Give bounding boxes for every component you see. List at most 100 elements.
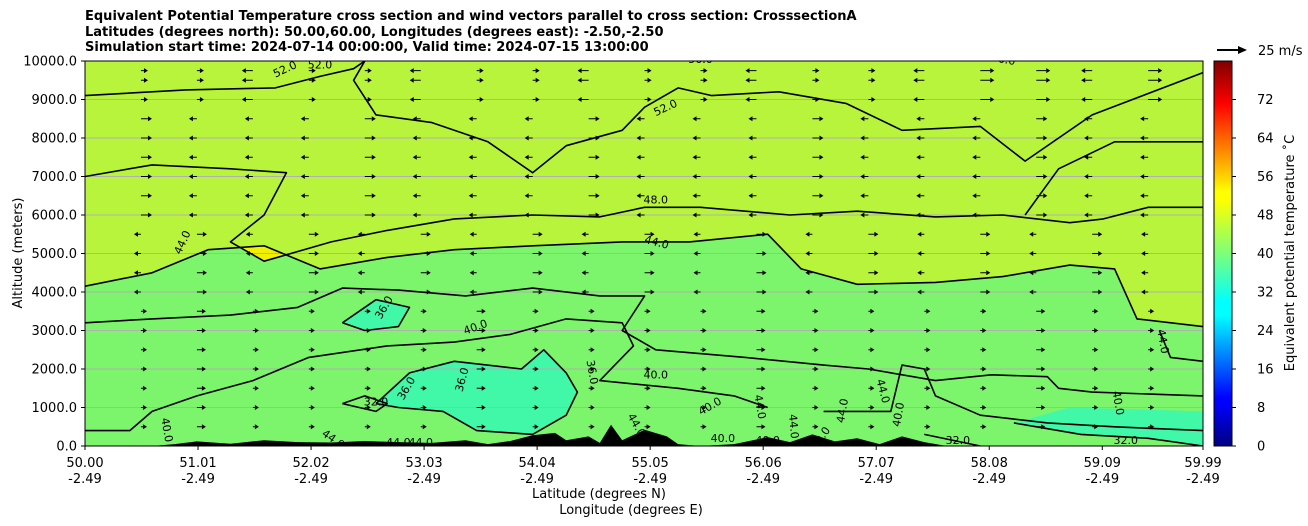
colorbar-tick-label: 72 — [1257, 93, 1274, 108]
wind-arrow — [476, 424, 486, 430]
wind-arrow — [748, 154, 757, 160]
wind-arrow — [532, 385, 539, 391]
wind-arrow — [644, 289, 655, 295]
contour-label: 44.0 — [874, 378, 893, 405]
wind-arrow — [420, 270, 431, 276]
wind-arrow — [252, 308, 259, 314]
wind-arrow — [357, 270, 365, 276]
wind-arrow — [412, 174, 421, 179]
wind-arrow — [1036, 212, 1048, 218]
wind-arrow — [1148, 308, 1155, 314]
wind-arrow — [364, 193, 376, 199]
wind-arrow — [972, 212, 981, 218]
wind-arrow — [868, 270, 879, 276]
wind-arrow — [1140, 154, 1149, 160]
wind-arrow — [364, 135, 376, 141]
wind-arrow — [469, 270, 477, 276]
wind-arrow — [692, 154, 701, 160]
contour-label: 40.0 — [158, 417, 175, 443]
wind-arrow — [252, 424, 259, 430]
wind-arrow — [636, 212, 645, 218]
wind-arrow — [1092, 289, 1103, 295]
y-axis: 0.0 1000.0 2000.0 3000.0 4000.0 5000.0 6000.0 7… — [23, 55, 85, 455]
wind-arrow — [1084, 193, 1093, 199]
wind-arrow — [980, 231, 991, 237]
wind-arrow — [364, 347, 371, 353]
wind-arrow — [812, 308, 819, 314]
wind-arrow — [692, 212, 701, 218]
wind-arrow — [917, 251, 925, 256]
colorbar-tick-label: 24 — [1257, 324, 1274, 339]
wind-arrow — [980, 289, 991, 295]
wind-arrow — [532, 328, 539, 333]
wind-arrow — [188, 193, 197, 199]
wind-arrow — [692, 116, 701, 122]
wind-arrow — [812, 212, 824, 218]
wind-arrow — [420, 347, 427, 353]
wind-arrow — [805, 251, 813, 256]
wind-arrow — [588, 212, 600, 218]
wind-arrow — [868, 424, 875, 430]
wind-arrow — [700, 308, 707, 314]
wind-arrow — [644, 366, 651, 372]
x-tick-label-lat: 55.05 — [632, 456, 669, 471]
wind-arrow — [916, 212, 925, 218]
wind-arrow — [532, 231, 543, 237]
wind-arrow — [420, 366, 427, 372]
wind-arrow — [241, 97, 253, 102]
wind-arrow — [588, 193, 600, 199]
wind-arrow — [1140, 174, 1149, 179]
wind-arrow — [1081, 77, 1093, 83]
wind-arrow — [420, 251, 431, 256]
wind-arrow — [469, 231, 477, 237]
wind-arrow — [364, 154, 376, 160]
wind-arrow — [924, 424, 931, 430]
wind-arrow — [700, 347, 707, 353]
wind-arrow — [1084, 154, 1093, 160]
wind-arrow — [1141, 289, 1149, 295]
wind-arrow — [972, 154, 981, 160]
wind-arrow — [1140, 193, 1149, 199]
wind-arrow — [364, 405, 371, 410]
wind-arrow — [1029, 251, 1037, 256]
wind-arrow — [1092, 424, 1099, 430]
contour-label: 40.0 — [755, 434, 780, 447]
wind-arrow — [980, 405, 987, 410]
wind-arrow — [476, 366, 486, 372]
wind-arrow — [1140, 135, 1149, 141]
wind-arrow — [812, 77, 820, 83]
wind-arrow — [524, 174, 533, 179]
wind-arrow — [805, 289, 813, 295]
wind-arrow — [420, 424, 427, 430]
wind-arrow — [636, 116, 645, 122]
wind-arrow — [700, 328, 707, 333]
wind-arrow — [532, 308, 539, 314]
wind-arrow — [588, 116, 600, 122]
wind-arrow — [577, 77, 589, 83]
wind-arrow — [868, 385, 875, 391]
wind-arrow — [581, 251, 589, 256]
wind-arrow — [252, 347, 259, 353]
wind-arrow — [980, 308, 987, 314]
colorbar: 0 8 16 24 32 40 48 56 64 72 Equivalent potential … — [1213, 60, 1298, 455]
wind-arrow — [980, 270, 991, 276]
wind-arrow — [532, 68, 540, 74]
contour-label: 56.0 — [688, 53, 713, 66]
wind-arrow — [1092, 366, 1099, 372]
wind-arrow — [140, 385, 147, 391]
wind-arrow — [1092, 231, 1103, 237]
x-tick-label-lat: 58.08 — [971, 456, 1008, 471]
wind-arrow — [188, 154, 197, 160]
wind-arrow — [588, 135, 600, 141]
wind-arrow — [308, 289, 319, 295]
wind-arrow — [357, 289, 365, 295]
wind-arrow — [1092, 328, 1099, 333]
contour-label: 36.0 — [453, 366, 472, 393]
wind-arrow — [241, 68, 253, 74]
wind-arrow — [364, 328, 371, 333]
wind-arrow — [980, 366, 987, 372]
wind-arrow — [308, 405, 315, 410]
wind-arrow — [913, 68, 925, 74]
wind-arrow — [476, 385, 486, 391]
wind-arrow — [644, 328, 651, 333]
